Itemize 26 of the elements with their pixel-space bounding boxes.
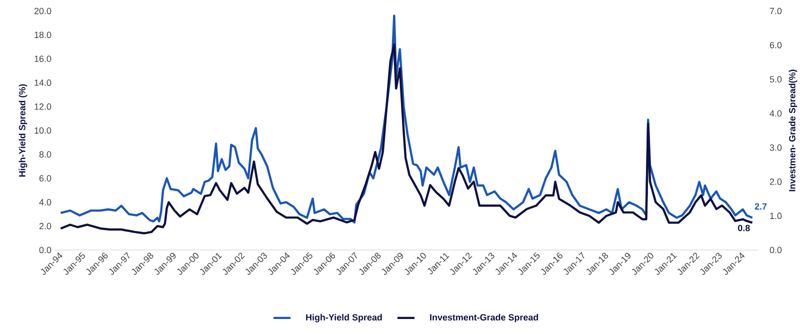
y-tick-label: 12.0	[34, 103, 52, 110]
y2-tick-label: 2.0	[770, 178, 782, 185]
y2-axis-title: Investmen- Grade Spread(%)	[788, 70, 798, 192]
legend-label: High-Yield Spread	[306, 314, 382, 322]
y-tick-label: 20.0	[34, 8, 52, 14]
y-tick-label: 14.0	[34, 80, 52, 86]
y2-tick-label: 3.0	[770, 144, 782, 151]
y-tick-label: 8.0	[39, 151, 52, 158]
y-tick-label: 4.0	[39, 199, 52, 206]
y-axis-title: High-Yield Spread (%)	[18, 84, 28, 177]
y2-tick-label: 0.0	[770, 246, 782, 254]
y2-tick-label: 7.0	[770, 8, 782, 14]
y-tick-label: 0.0	[39, 246, 52, 254]
y-tick-label: 6.0	[39, 175, 52, 182]
y-tick-label: 2.0	[39, 222, 52, 230]
y-tick-label: 18.0	[34, 32, 52, 38]
line-series	[60, 14, 754, 224]
y2-tick-label: 1.0	[770, 212, 782, 220]
y2-tick-label: 6.0	[770, 42, 782, 48]
data-label: 2.7	[754, 203, 767, 210]
y2-tick-label: 4.0	[770, 110, 782, 117]
y-tick-label: 10.0	[34, 127, 52, 134]
legend-label: Investment-Grade Spread	[430, 314, 538, 322]
y2-tick-label: 5.0	[770, 76, 782, 82]
data-label: 0.8	[738, 224, 750, 232]
y-tick-label: 16.0	[34, 56, 52, 62]
